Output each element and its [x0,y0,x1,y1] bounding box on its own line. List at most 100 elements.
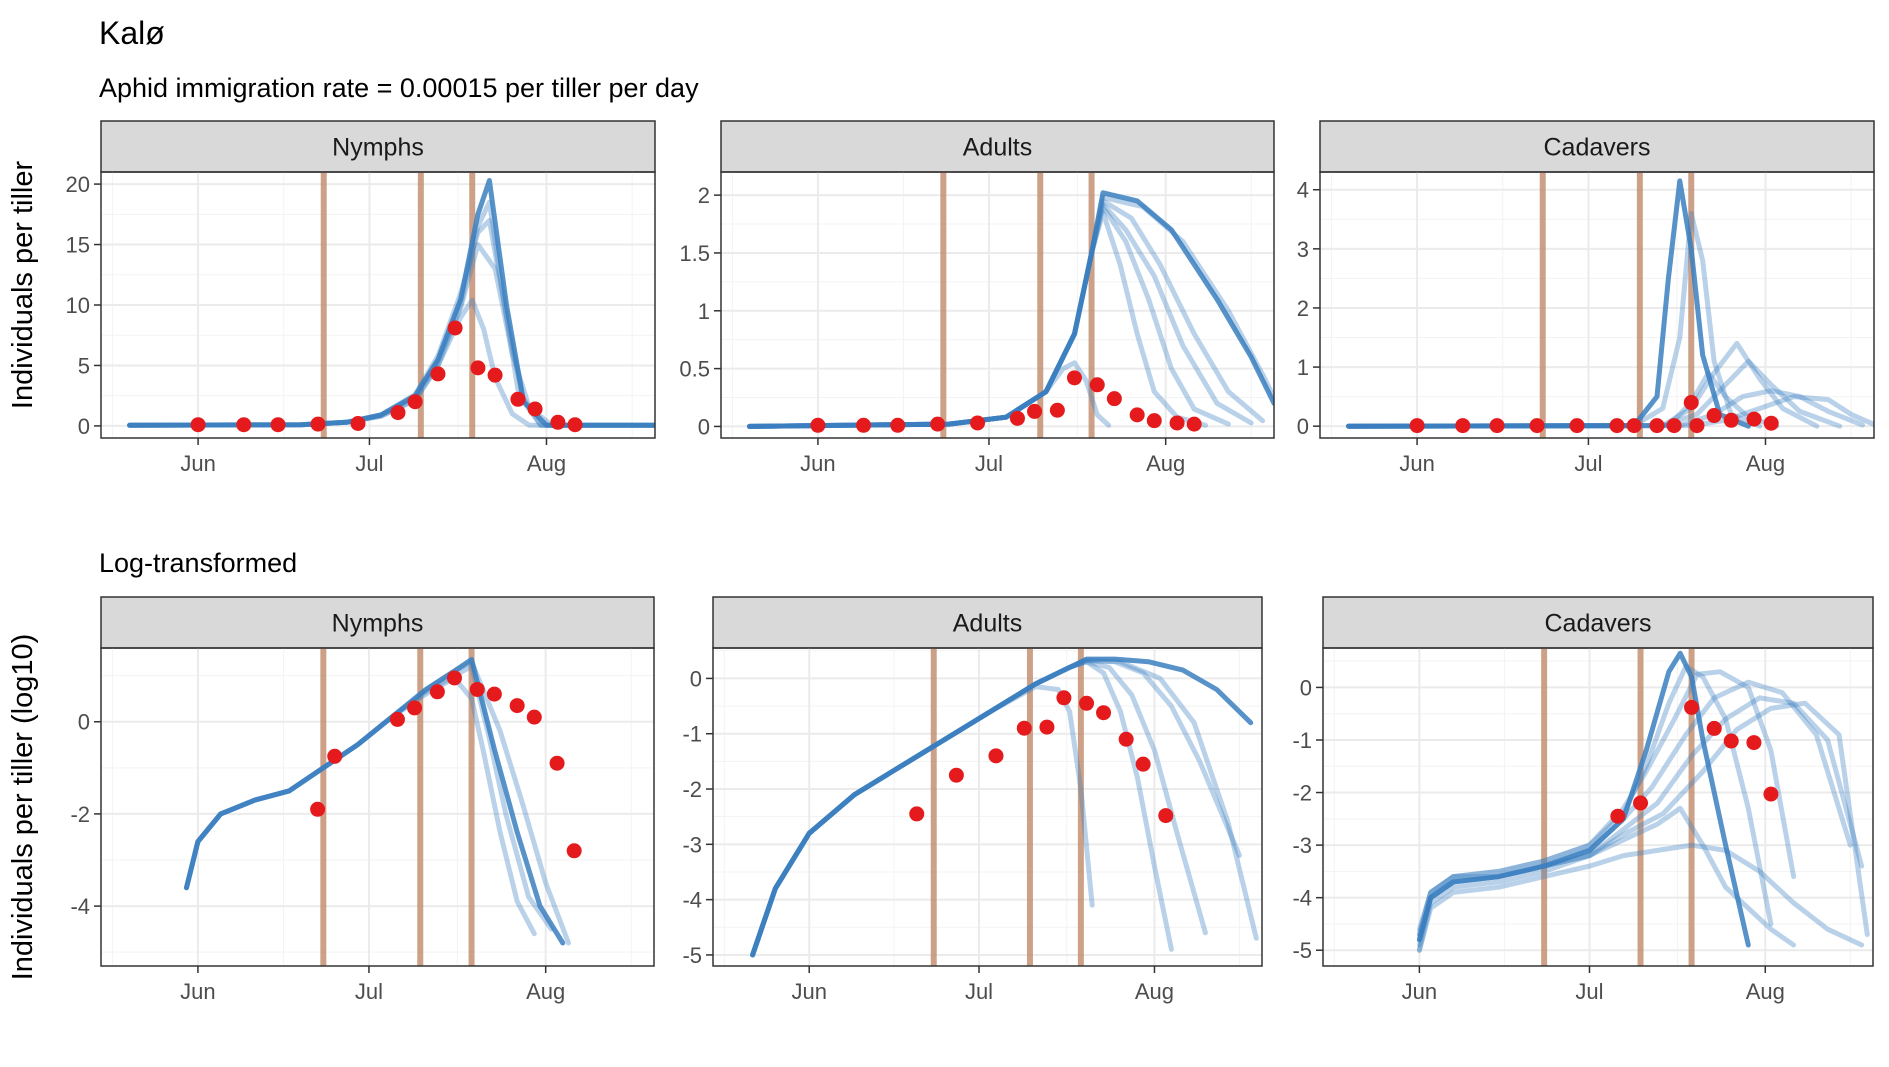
observed-point [890,417,906,433]
y-axis-label: Individuals per tiller (log10) [7,634,39,981]
x-tick-label: Jul [355,979,383,1004]
sim-series-line [750,659,1174,958]
plot-area [127,172,655,438]
plot-area [1416,648,1870,966]
sim-series-line [1416,695,1865,953]
y-axis-label: Individuals per tiller [7,161,39,410]
observed-point [469,681,485,697]
plot-area [750,648,1259,966]
sim-series-line [747,201,1254,429]
y-tick-label: 1 [698,299,710,324]
panel-border [712,647,1263,967]
observed-point [430,366,446,382]
plot-area [1346,172,1874,438]
panel-log-nymphs: Nymphs -4 -2 0 Jun Jul Aug Individuals per till… [7,596,655,1004]
x-tick-label: Jun [1402,979,1437,1004]
observed-point [1089,377,1105,393]
observed-point [1056,690,1072,706]
y-tick-label: 15 [66,233,90,258]
observed-point [948,767,964,783]
y-tick-label: -5 [682,943,702,968]
observed-point [486,686,502,702]
observed-point [1723,412,1739,428]
sim-series-line [127,297,655,428]
sim-series-line [127,199,655,428]
observed-point [1027,403,1043,419]
sim-series-line [1416,805,1797,948]
y-tick-label: -2 [682,777,702,802]
y-tick-label: 2 [698,183,710,208]
y-tick-label: -1 [1292,728,1312,753]
observed-point [447,320,463,336]
strip-label: Adults [963,134,1032,162]
y-tick-label: 4 [1297,178,1309,203]
observed-point [1409,418,1425,434]
observed-point [1649,418,1665,434]
y-tick-label: 2 [1297,296,1309,321]
panel-border [100,647,655,967]
observed-point [1706,720,1722,736]
observed-point [930,416,946,432]
x-tick-label: Aug [1746,979,1785,1004]
y-tick-label: 5 [78,353,90,378]
strip-background [100,120,656,173]
strip-label: Cadavers [1545,610,1652,638]
section-title-log: Log-transformed [99,548,297,578]
observed-point [1186,416,1202,432]
observed-point [1096,705,1112,721]
x-tick-label: Jun [791,979,826,1004]
sim-series-line [750,658,1242,958]
sim-series-line [750,656,1254,958]
observed-point [1746,411,1762,427]
x-tick-label: Aug [526,979,565,1004]
x-tick-label: Jun [180,451,215,476]
strip-label: Cadavers [1544,134,1651,162]
observed-point [1169,415,1185,431]
observed-point [1158,808,1174,824]
panel-border [100,171,656,439]
observed-point [1118,731,1134,747]
observed-point [567,417,583,433]
x-tick-label: Jul [975,451,1003,476]
y-tick-label: 20 [66,172,90,197]
y-tick-label: -4 [1292,886,1312,911]
observed-point [1683,395,1699,411]
panel-border [1322,647,1874,967]
observed-point [1455,418,1471,434]
observed-point [446,670,462,686]
sim-series-line [747,194,1274,429]
observed-point [1684,699,1700,715]
observed-point [270,417,286,433]
y-tick-label: 0 [690,666,702,691]
sim-series-line [747,190,1274,429]
observed-point [236,417,252,433]
observed-point [487,367,503,383]
observed-point [470,360,486,376]
observed-point [1763,786,1779,802]
figure-title: Kalø [99,15,165,51]
observed-point [1610,808,1626,824]
figure-subtitle: Aphid immigration rate = 0.00015 per til… [99,73,699,103]
y-tick-label: 0 [1300,675,1312,700]
observed-point [510,391,526,407]
panel-linear-cadavers: Cadavers 0 1 2 3 4 Jun Jul Aug [1297,120,1875,476]
observed-point [527,401,543,417]
x-tick-label: Jun [1399,451,1434,476]
x-tick-label: Jun [180,979,215,1004]
observed-point [1763,415,1779,431]
y-tick-label: -3 [1292,833,1312,858]
observed-point [1049,402,1065,418]
panel-linear-nymphs: Nymphs 0 5 10 15 20 Jun Jul Aug Individuals per t… [7,120,656,476]
strip-label: Nymphs [332,610,424,638]
strip-label: Adults [953,610,1022,638]
observed-point [389,711,405,727]
observed-point [327,748,343,764]
observed-point [1016,720,1032,736]
observed-point [1039,719,1055,735]
observed-point [1569,418,1585,434]
observed-point [550,414,566,430]
observed-point [970,415,986,431]
observed-point [429,684,445,700]
x-tick-label: Jul [1575,979,1603,1004]
